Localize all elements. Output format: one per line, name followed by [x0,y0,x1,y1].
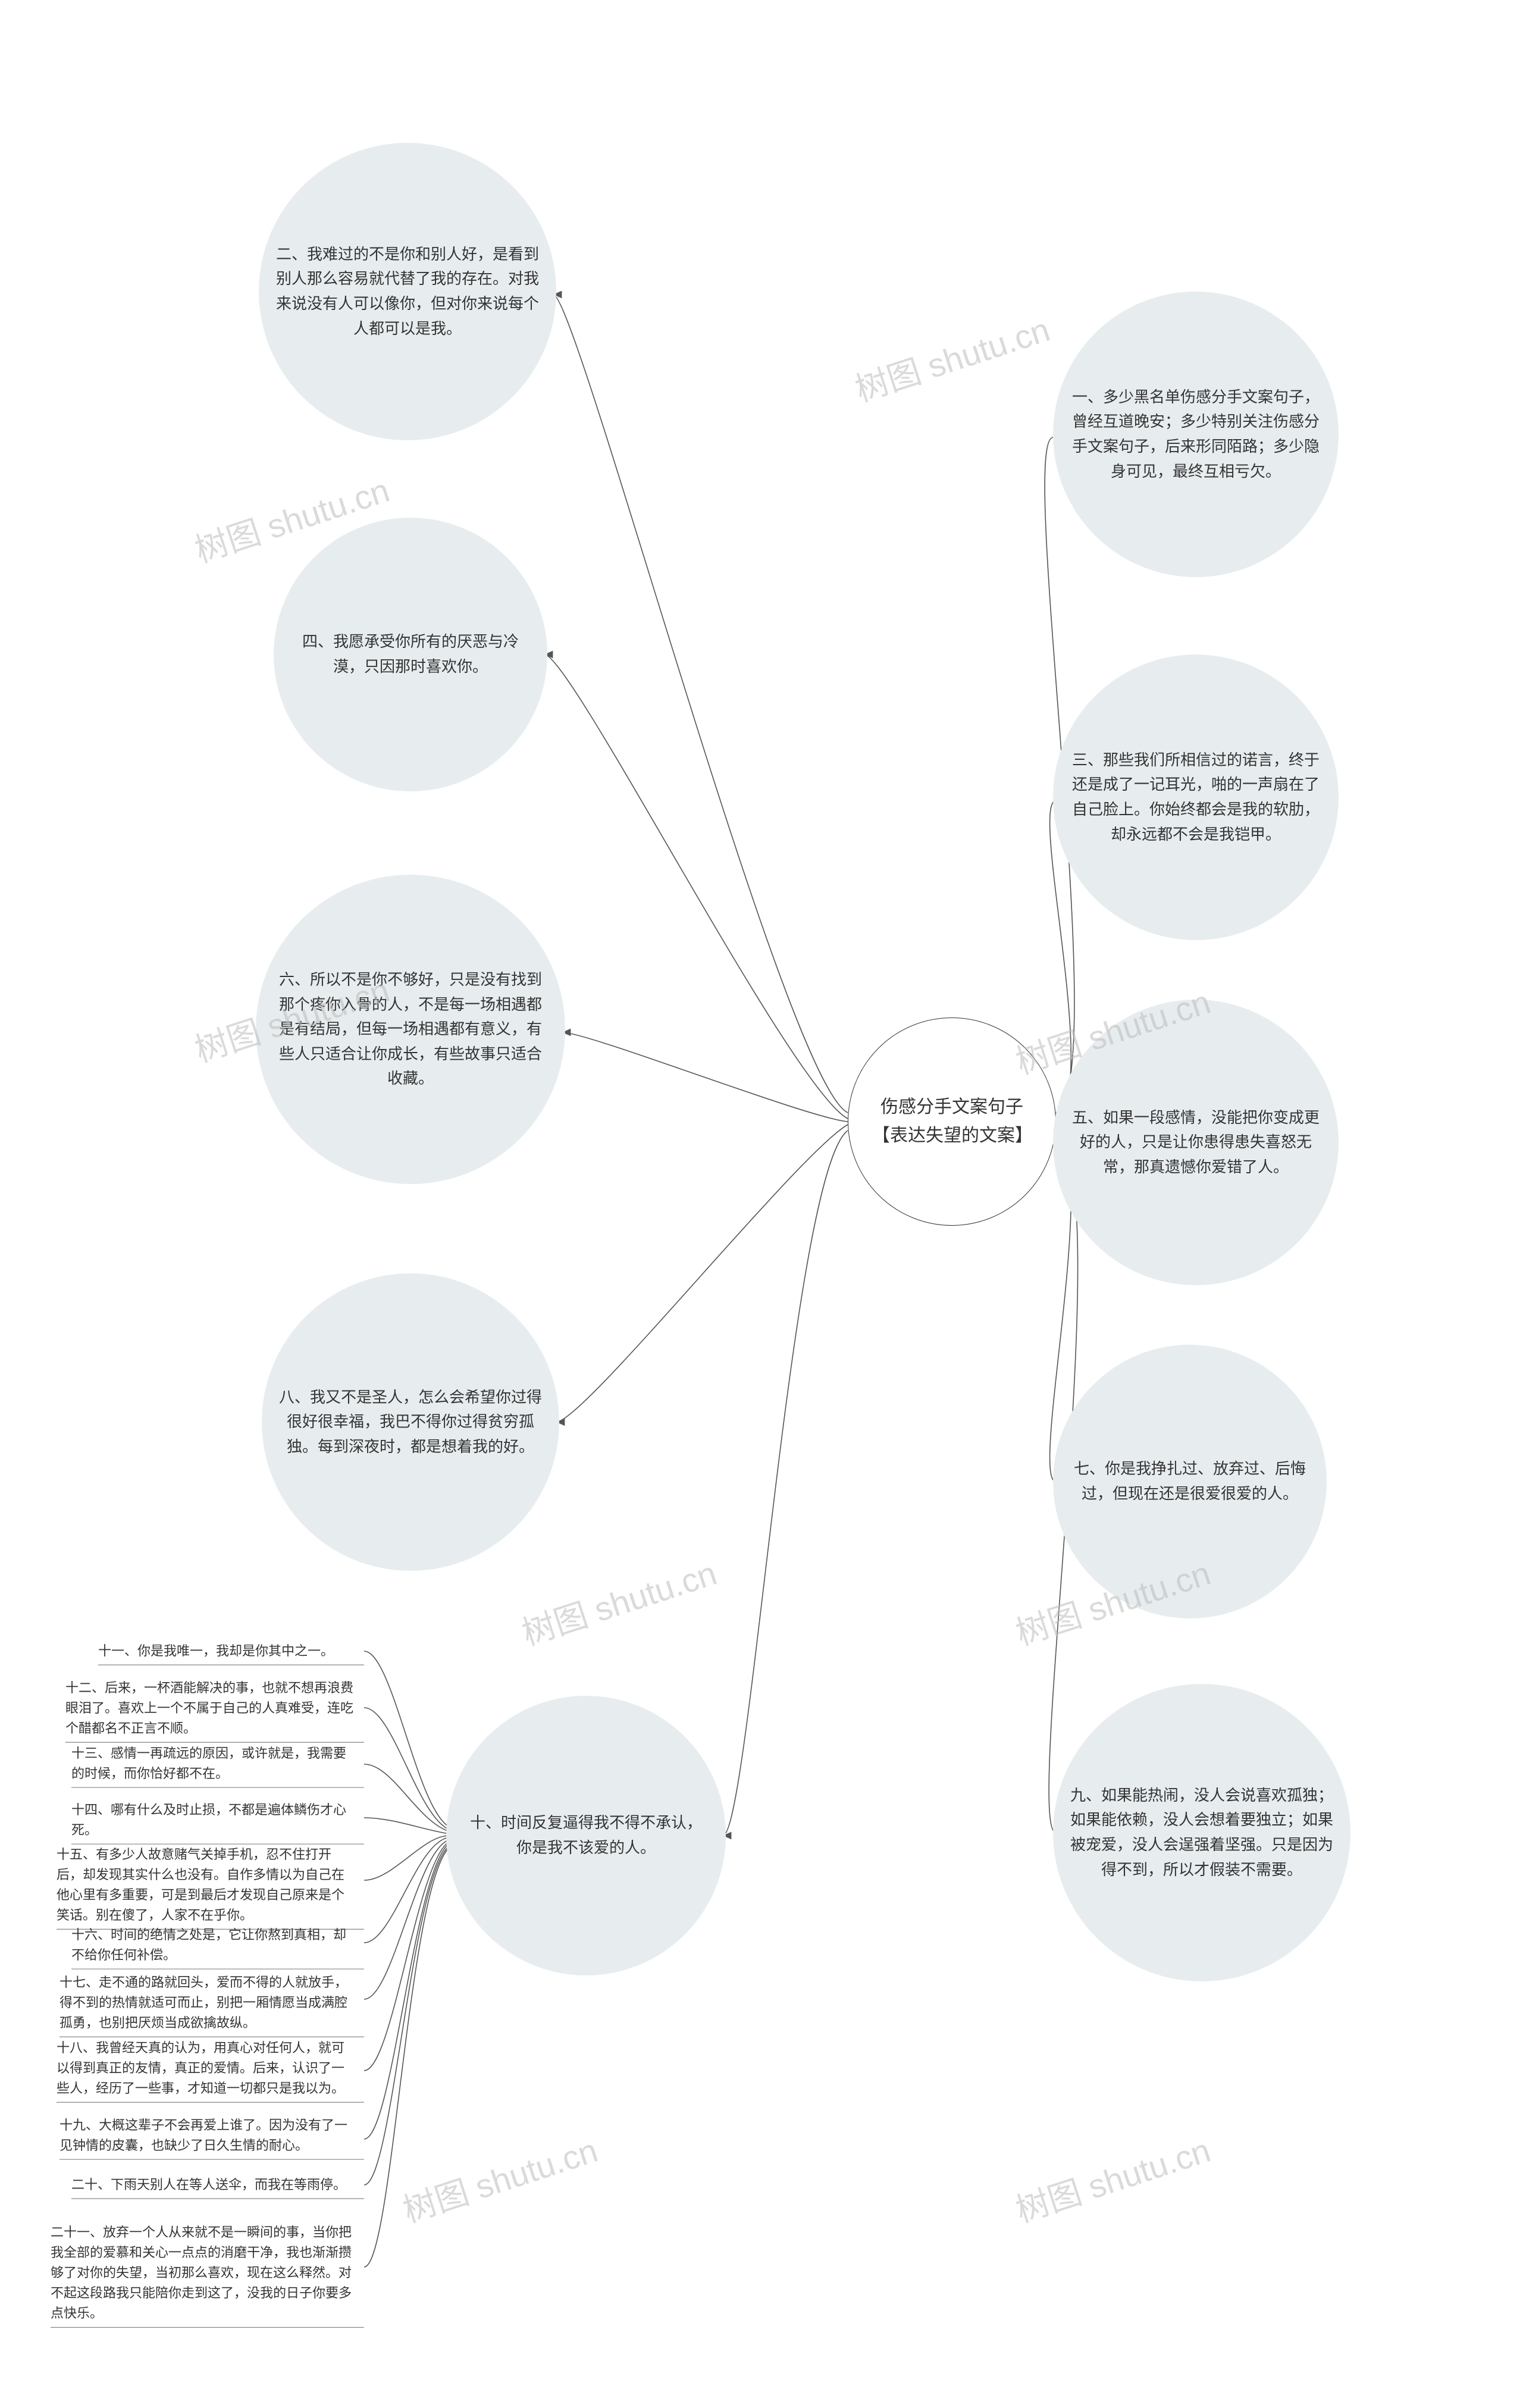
edge [364,1837,449,1943]
leaf-label: 十八、我曾经天真的认为，用真心对任何人，就可以得到真正的友情，真正的爱情。后来，… [57,2040,344,2096]
bubble-node-b10: 十、时间反复逼得我不得不承认，你是我不该爱的人。 [446,1696,726,1975]
center-label: 伤感分手文案句子【表达失望的文案】 [872,1093,1032,1150]
edge [364,1651,449,1827]
leaf-label: 十九、大概这辈子不会再爱上谁了。因为没有了一见钟情的皮囊，也缺少了日久生情的耐心… [59,2118,347,2153]
leaf-node-l21: 二十一、放弃一个人从来就不是一瞬间的事，当你把我全部的爱慕和关心一点点的消磨干净… [51,2222,363,2324]
leaf-node-l13: 十三、感情一再疏远的原因，或许就是，我需要的时候，而你恰好都不在。 [71,1743,363,1784]
edge [562,1032,848,1122]
leaf-node-l19: 十九、大概这辈子不会再爱上谁了。因为没有了一见钟情的皮囊，也缺少了日久生情的耐心… [59,2115,363,2156]
bubble-node-b5: 五、如果一段感情，没能把你变成更好的人，只是让你患得患失喜怒无常，那真遗憾你爱错… [1053,1000,1339,1285]
leaf-node-l11: 十一、你是我唯一，我却是你其中之一。 [98,1641,363,1661]
bubble-node-b4: 四、我愿承受你所有的厌恶与冷漠，只因那时喜欢你。 [274,518,547,791]
bubble-node-b1: 一、多少黑名单伤感分手文案句子，曾经互道晚安；多少特别关注伤感分手文案句子，后来… [1053,292,1339,577]
watermark: 树图 shutu.cn [396,2124,603,2232]
edge [364,1843,449,2139]
leaf-node-l16: 十六、时间的绝情之处是，它让你熬到真相，却不给你任何补偿。 [71,1925,363,1965]
edge [364,1840,449,1999]
edge [364,1848,449,2267]
bubble-label: 七、你是我挣扎过、放弃过、后悔过，但现在还是很爱很爱的人。 [1070,1457,1310,1506]
mindmap-canvas: 伤感分手文案句子【表达失望的文案】 一、多少黑名单伤感分手文案句子，曾经互道晚安… [0,0,1523,2408]
bubble-node-b8: 八、我又不是圣人，怎么会希望你过得很好很幸福，我巴不得你过得贫穷孤独。每到深夜时… [262,1273,559,1571]
edge [364,1846,449,2185]
leaf-node-l18: 十八、我曾经天真的认为，用真心对任何人，就可以得到真正的友情，真正的爱情。后来，… [57,2038,363,2099]
leaf-label: 二十、下雨天别人在等人送伞，而我在等雨停。 [71,2177,346,2192]
bubble-label: 五、如果一段感情，没能把你变成更好的人，只是让你患得患失喜怒无常，那真遗憾你爱错… [1070,1106,1322,1180]
bubble-label: 四、我愿承受你所有的厌恶与冷漠，只因那时喜欢你。 [290,630,531,679]
edge [364,1818,449,1834]
leaf-node-l12: 十二、后来，一杯酒能解决的事，也就不想再浪费眼泪了。喜欢上一个不属于自己的人真难… [65,1678,363,1739]
watermark: 树图 shutu.cn [848,303,1055,412]
leaf-label: 十三、感情一再疏远的原因，或许就是，我需要的时候，而你恰好都不在。 [71,1746,346,1781]
edge [364,1708,449,1830]
bubble-node-b7: 七、你是我挣扎过、放弃过、后悔过，但现在还是很爱很爱的人。 [1053,1345,1327,1618]
bubble-label: 六、所以不是你不够好，只是没有找到那个疼你入骨的人，不是每一场相遇都是有结局，但… [272,967,549,1091]
edge [556,1125,848,1422]
edge [723,1131,848,1836]
edge [544,655,848,1119]
watermark: 树图 shutu.cn [1009,2124,1216,2232]
bubble-node-b2: 二、我难过的不是你和别人好，是看到别人那么容易就代替了我的存在。对我来说没有人可… [259,143,556,440]
edge [364,1836,449,1880]
leaf-node-l17: 十七、走不通的路就回头，爱而不得的人就放手，得不到的热情就适可而止，别把一厢情愿… [59,1972,363,2033]
bubble-label: 三、那些我们所相信过的诺言，终于还是成了一记耳光，啪的一声扇在了自己脸上。你始终… [1070,748,1322,847]
leaf-node-l14: 十四、哪有什么及时止损，不都是遍体鳞伤才心死。 [71,1800,363,1840]
leaf-label: 十一、你是我唯一，我却是你其中之一。 [98,1643,334,1658]
leaf-label: 十五、有多少人故意赌气关掉手机，忍不住打开后，却发现其实什么也没有。自作多情以为… [57,1847,344,1922]
leaf-label: 十七、走不通的路就回头，爱而不得的人就放手，得不到的热情就适可而止，别把一厢情愿… [59,1975,347,2030]
bubble-label: 二、我难过的不是你和别人好，是看到别人那么容易就代替了我的存在。对我来说没有人可… [275,242,540,341]
leaf-label: 二十一、放弃一个人从来就不是一瞬间的事，当你把我全部的爱慕和关心一点点的消磨干净… [51,2225,352,2321]
bubble-label: 一、多少黑名单伤感分手文案句子，曾经互道晚安；多少特别关注伤感分手文案句子，后来… [1070,385,1322,484]
edge [553,295,848,1113]
bubble-label: 九、如果能热闹，没人会说喜欢孤独；如果能依赖，没人会想着要独立；如果被宠爱，没人… [1070,1783,1334,1882]
bubble-label: 八、我又不是圣人，怎么会希望你过得很好很幸福，我巴不得你过得贫穷孤独。每到深夜时… [278,1385,543,1460]
leaf-node-l20: 二十、下雨天别人在等人送伞，而我在等雨停。 [71,2175,363,2195]
center-node: 伤感分手文案句子【表达失望的文案】 [848,1017,1056,1226]
bubble-node-b9: 九、如果能热闹，没人会说喜欢孤独；如果能依赖，没人会想着要独立；如果被宠爱，没人… [1053,1684,1350,1981]
watermark: 树图 shutu.cn [515,1547,722,1655]
bubble-label: 十、时间反复逼得我不得不承认，你是我不该爱的人。 [463,1811,709,1860]
leaf-label: 十二、后来，一杯酒能解决的事，也就不想再浪费眼泪了。喜欢上一个不属于自己的人真难… [65,1680,353,1736]
leaf-node-l15: 十五、有多少人故意赌气关掉手机，忍不住打开后，却发现其实什么也没有。自作多情以为… [57,1845,363,1925]
leaf-label: 十六、时间的绝情之处是，它让你熬到真相，却不给你任何补偿。 [71,1927,346,1962]
edge [364,1842,449,2071]
leaf-label: 十四、哪有什么及时止损，不都是遍体鳞伤才心死。 [71,1802,346,1837]
edge [364,1764,449,1831]
bubble-node-b3: 三、那些我们所相信过的诺言，终于还是成了一记耳光，啪的一声扇在了自己脸上。你始终… [1053,655,1339,940]
bubble-node-b6: 六、所以不是你不够好，只是没有找到那个疼你入骨的人，不是每一场相遇都是有结局，但… [256,875,565,1184]
